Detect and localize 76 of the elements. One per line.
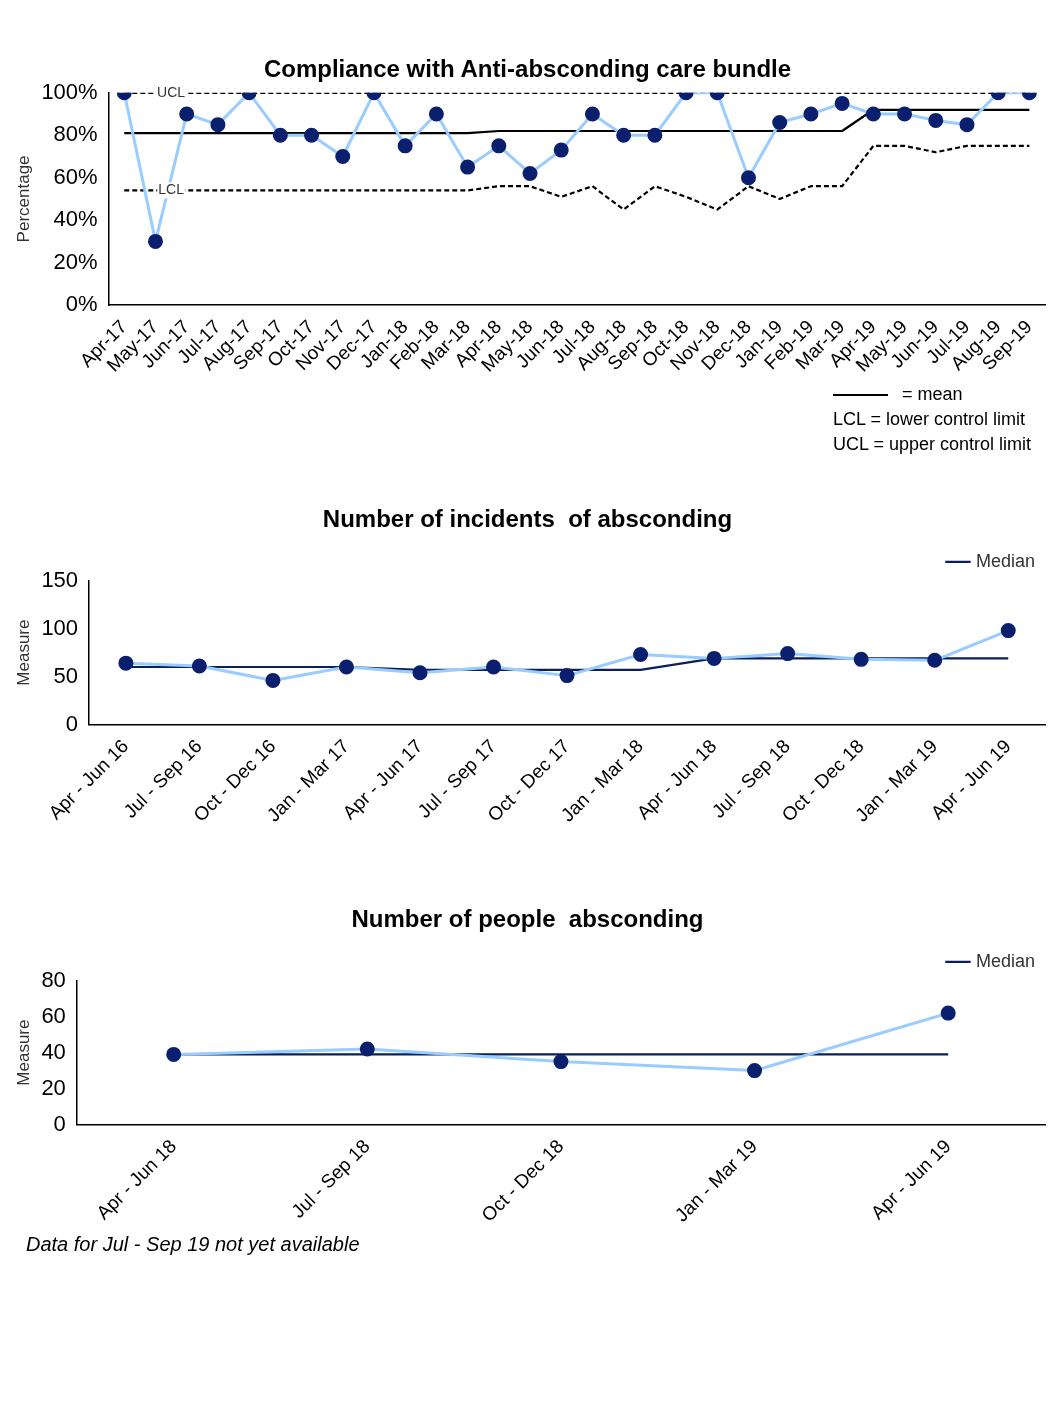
y-axis-title: Measure [13, 619, 33, 686]
series-label: LCL [158, 181, 185, 198]
point [491, 138, 507, 154]
point [584, 106, 600, 122]
y-tick-label: 150 [41, 566, 79, 592]
point [834, 95, 850, 111]
legend-label: Median [975, 950, 1036, 971]
point [147, 233, 163, 249]
point [927, 652, 943, 668]
x-tick-label: Apr - Jun 19 [866, 1135, 955, 1224]
text: = mean [901, 383, 964, 406]
series-label: UCL [157, 83, 186, 100]
point [272, 127, 288, 143]
y-tick-label: 0 [65, 710, 79, 736]
x-tick-label: Apr - Jun 18 [92, 1135, 181, 1224]
point [559, 668, 575, 684]
x-tick-label: Oct - Dec 18 [477, 1135, 568, 1226]
point [853, 651, 869, 667]
point [747, 1063, 763, 1079]
point [210, 117, 226, 133]
y-tick-label: 0% [65, 291, 98, 317]
chart-title: Number of incidents of absconding [322, 505, 733, 533]
point [897, 106, 913, 122]
point [940, 1005, 956, 1021]
point [1000, 623, 1016, 639]
point [265, 672, 281, 688]
point [553, 1054, 569, 1070]
point [412, 665, 428, 681]
point [803, 106, 819, 122]
y-tick-label: 20 [41, 1074, 66, 1100]
point [428, 106, 444, 122]
y-tick-label: 60% [53, 163, 98, 189]
y-axis-title: Measure [13, 1019, 33, 1086]
text: UCL = upper control limit [833, 433, 1031, 456]
point [633, 647, 649, 663]
text: Data for Jul - Sep 19 not yet available [26, 1232, 360, 1257]
point [304, 127, 320, 143]
point [647, 127, 663, 143]
y-tick-label: 20% [53, 248, 98, 274]
point [118, 655, 134, 671]
text: LCL = lower control limit [833, 408, 1026, 431]
x-tick-label: Jul - Sep 18 [287, 1135, 374, 1222]
point [522, 165, 538, 181]
y-tick-label: 100% [41, 78, 98, 104]
point [335, 148, 351, 164]
point [191, 658, 207, 674]
y-tick-label: 0 [53, 1110, 66, 1136]
point [179, 106, 195, 122]
point [460, 159, 476, 175]
point [741, 170, 756, 186]
chart-title: Compliance with Anti-absconding care bundle [263, 55, 792, 83]
y-tick-label: 60 [41, 1002, 66, 1028]
point [359, 1041, 375, 1057]
point [486, 659, 502, 675]
y-axis-title: Percentage [13, 155, 33, 243]
legend-label: Median [975, 550, 1036, 571]
x-tick-label: Jan - Mar 19 [670, 1135, 762, 1226]
point [397, 138, 413, 154]
point [616, 127, 632, 143]
chart-title: Number of people absconding [351, 905, 704, 933]
y-tick-label: 100 [41, 614, 79, 640]
point [780, 646, 796, 662]
y-tick-label: 50 [53, 662, 79, 688]
point [706, 650, 722, 666]
y-tick-label: 40 [41, 1038, 66, 1064]
y-tick-label: 80% [53, 121, 98, 147]
point [865, 106, 881, 122]
point [772, 115, 788, 131]
y-tick-label: 80 [41, 966, 66, 992]
point [338, 659, 354, 675]
point [166, 1046, 182, 1062]
line-series [123, 144, 1031, 211]
point [553, 142, 569, 158]
point [959, 117, 975, 133]
point [928, 112, 944, 128]
y-tick-label: 40% [53, 206, 98, 232]
